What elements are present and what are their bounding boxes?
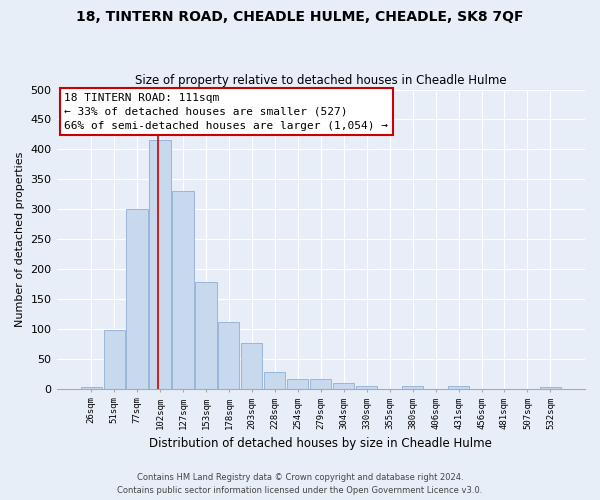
Bar xyxy=(80,387,101,389)
Text: 18 TINTERN ROAD: 111sqm
← 33% of detached houses are smaller (527)
66% of semi-d: 18 TINTERN ROAD: 111sqm ← 33% of detache… xyxy=(64,92,388,130)
Bar xyxy=(218,322,239,389)
Bar xyxy=(402,386,423,389)
Bar xyxy=(264,372,286,389)
Text: 18, TINTERN ROAD, CHEADLE HULME, CHEADLE, SK8 7QF: 18, TINTERN ROAD, CHEADLE HULME, CHEADLE… xyxy=(76,10,524,24)
Title: Size of property relative to detached houses in Cheadle Hulme: Size of property relative to detached ho… xyxy=(135,74,506,87)
Bar xyxy=(310,378,331,389)
Bar xyxy=(104,330,125,389)
Text: Contains HM Land Registry data © Crown copyright and database right 2024.
Contai: Contains HM Land Registry data © Crown c… xyxy=(118,474,482,495)
Bar xyxy=(448,386,469,389)
Bar xyxy=(241,342,262,389)
X-axis label: Distribution of detached houses by size in Cheadle Hulme: Distribution of detached houses by size … xyxy=(149,437,492,450)
Bar xyxy=(356,386,377,389)
Bar xyxy=(196,282,217,389)
Bar xyxy=(172,192,194,389)
Bar xyxy=(287,378,308,389)
Bar xyxy=(127,208,148,389)
Bar xyxy=(333,384,354,389)
Bar xyxy=(540,387,561,389)
Y-axis label: Number of detached properties: Number of detached properties xyxy=(15,152,25,327)
Bar xyxy=(149,140,170,389)
